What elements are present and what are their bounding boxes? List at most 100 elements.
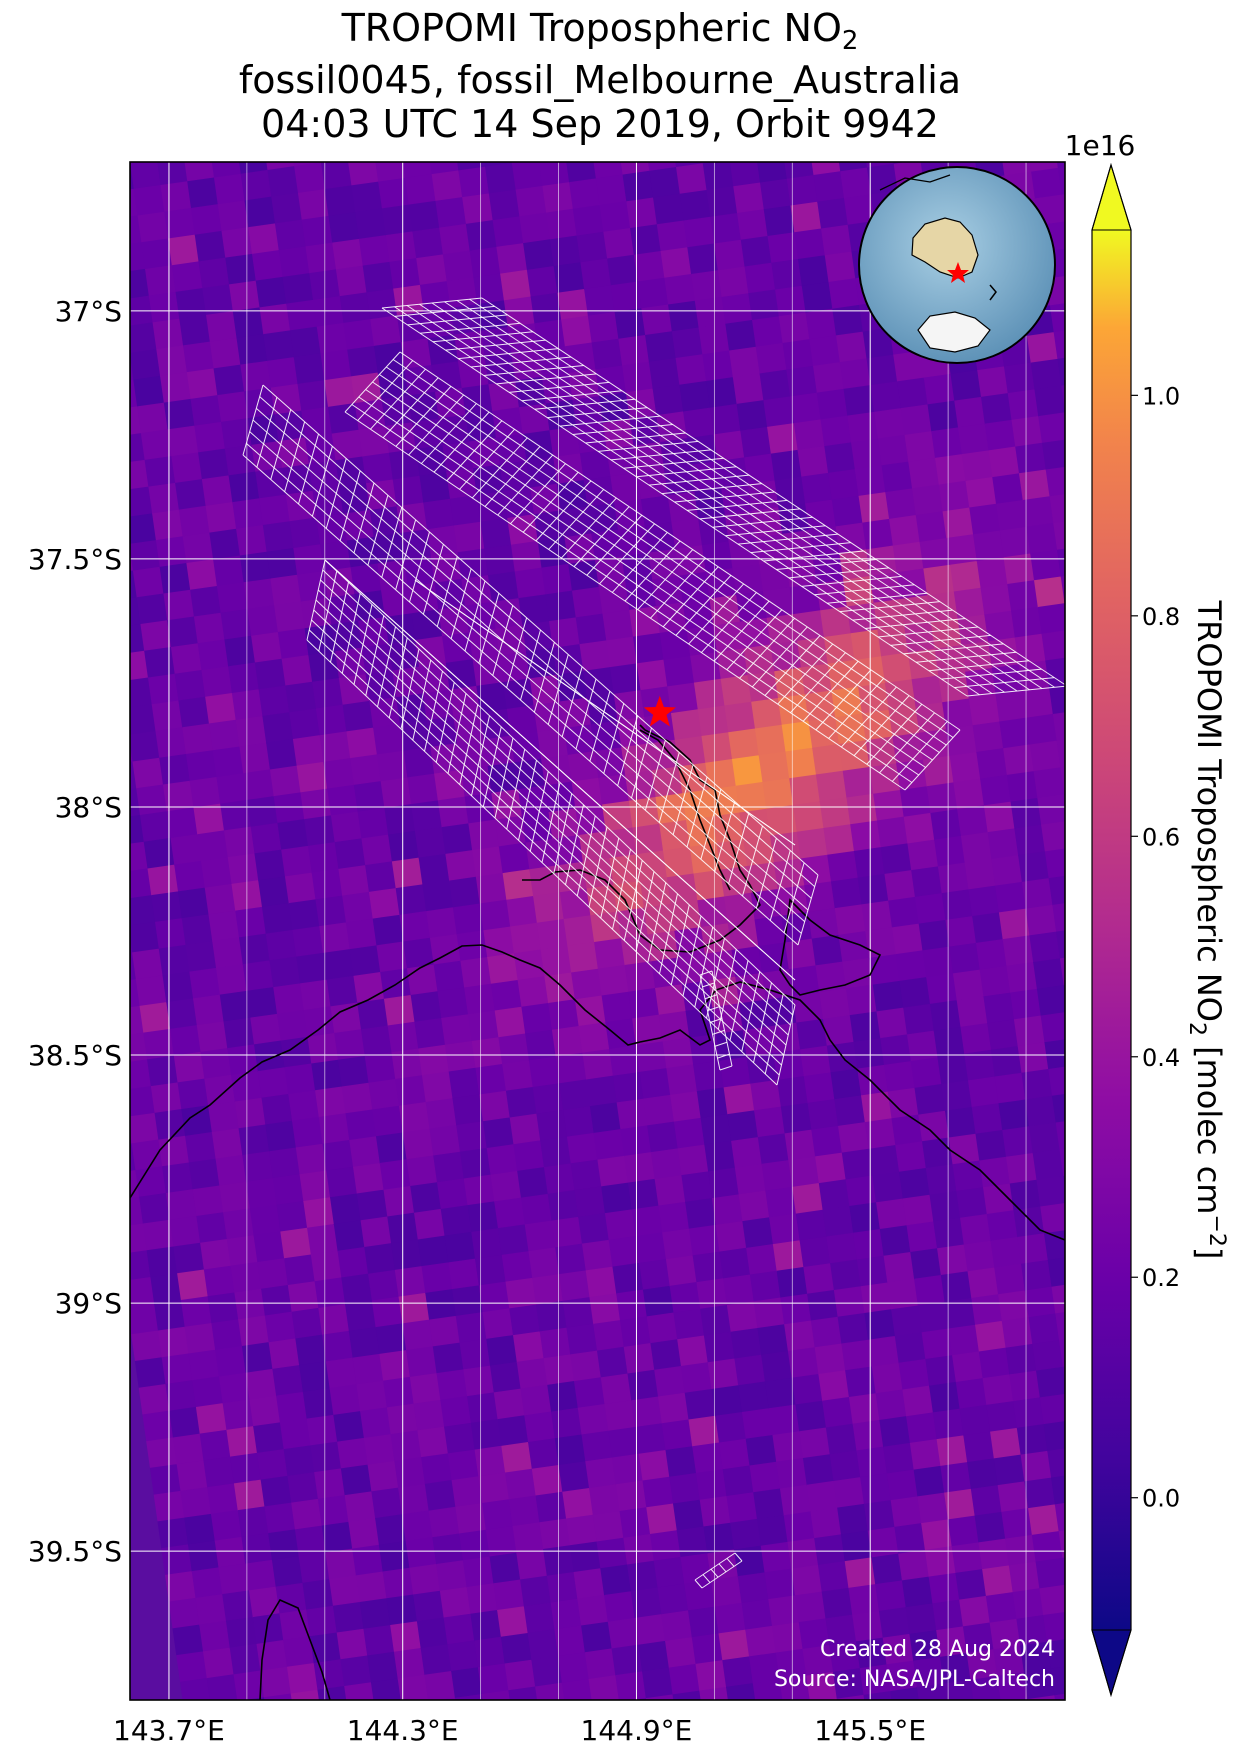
no2-pixel (838, 1121, 870, 1154)
footprint-line (324, 559, 796, 981)
footprint-line (351, 404, 913, 783)
no2-pixel (979, 1156, 1011, 1189)
no2-pixel (467, 1010, 500, 1042)
no2-pixel (130, 162, 162, 190)
no2-pixel (608, 1426, 640, 1459)
no2-pixel (262, 521, 295, 553)
no2-pixel (528, 1438, 560, 1470)
no2-pixel (265, 1120, 297, 1153)
no2-pixel (1031, 167, 1063, 200)
no2-pixel (149, 1464, 182, 1496)
no2-pixel (215, 963, 248, 996)
no2-pixel (290, 1689, 323, 1700)
no2-pixel (784, 1320, 816, 1353)
no2-pixel (518, 785, 550, 817)
no2-pixel (819, 797, 852, 829)
no2-pixel (1026, 331, 1059, 364)
no2-pixel (874, 407, 906, 440)
no2-pixel (476, 491, 509, 523)
no2-pixel (532, 1273, 564, 1306)
no2-pixel (339, 483, 371, 515)
no2-pixel (454, 162, 487, 172)
no2-pixel (329, 1575, 361, 1607)
no2-pixel (152, 509, 184, 542)
no2-pixel (130, 215, 143, 247)
no2-pixel (448, 1258, 480, 1291)
no2-pixel (395, 1075, 427, 1107)
no2-pixel (925, 1164, 958, 1196)
no2-pixel (213, 173, 246, 206)
no2-pixel (130, 539, 161, 572)
no2-pixel (447, 1640, 480, 1672)
no2-pixel (929, 1381, 961, 1414)
no2-pixel (130, 1143, 137, 1175)
no2-pixel (645, 162, 678, 172)
no2-pixel (891, 1305, 923, 1337)
no2-pixel (261, 1284, 293, 1317)
no2-pixel (662, 1037, 695, 1070)
no2-pixel (715, 1220, 748, 1253)
no2-pixel (241, 1724, 273, 1752)
no2-pixel (315, 704, 348, 737)
no2-pixel (191, 1567, 224, 1599)
no2-pixel (921, 1519, 953, 1551)
no2-pixel (782, 339, 815, 371)
no2-pixel (795, 1400, 828, 1433)
footprint-line (372, 381, 933, 761)
no2-pixel (639, 1258, 671, 1291)
no2-pixel (857, 873, 890, 906)
no2-pixel (690, 651, 722, 684)
no2-pixel (573, 1568, 606, 1600)
no2-pixel (679, 380, 711, 413)
no2-pixel (286, 1662, 319, 1695)
no2-pixel (982, 1183, 1015, 1215)
no2-pixel (613, 689, 646, 722)
no2-pixel (287, 1281, 320, 1313)
no2-pixel (609, 1045, 641, 1077)
no2-pixel (952, 1160, 985, 1193)
no2-pixel (1000, 162, 1033, 177)
no2-pixel (734, 1163, 767, 1196)
no2-pixel (792, 801, 825, 833)
no2-pixel (742, 1217, 774, 1249)
colorbar-multiplier: 1e16 (1065, 129, 1136, 162)
no2-pixel (751, 697, 783, 730)
no2-pixel (301, 215, 334, 248)
no2-pixel (535, 1682, 567, 1700)
no2-pixel (623, 1533, 655, 1566)
no2-pixel (302, 1578, 335, 1611)
no2-pixel (861, 900, 894, 933)
no2-pixel (130, 326, 131, 358)
no2-pixel (777, 694, 810, 726)
no2-pixel (727, 1110, 759, 1142)
no2-pixel (942, 507, 975, 540)
no2-pixel (193, 994, 225, 1027)
no2-pixel (524, 1220, 557, 1253)
no2-pixel (710, 1576, 743, 1608)
no2-pixel (640, 877, 672, 909)
no2-pixel (611, 1644, 644, 1677)
no2-pixel (933, 1217, 965, 1250)
no2-pixel (665, 1637, 697, 1669)
no2-pixel (421, 1453, 453, 1485)
no2-pixel (605, 827, 638, 860)
no2-pixel (1045, 656, 1065, 689)
no2-pixel (896, 568, 929, 601)
no2-pixel (526, 647, 558, 680)
no2-pixel (1013, 1206, 1046, 1238)
no2-pixel (635, 1232, 668, 1264)
no2-pixel (877, 434, 910, 467)
no2-pixel (130, 1059, 152, 1091)
no2-pixel (490, 1170, 523, 1203)
no2-pixel (579, 449, 612, 481)
no2-pixel (624, 1152, 656, 1184)
no2-pixel (667, 682, 699, 715)
no2-pixel (441, 1014, 473, 1046)
no2-pixel (917, 1301, 950, 1334)
no2-pixel (819, 988, 851, 1020)
no2-pixel (567, 750, 600, 783)
no2-pixel (552, 643, 585, 676)
no2-pixel (887, 1087, 920, 1120)
no2-pixel (838, 931, 871, 963)
no2-pixel (459, 1338, 492, 1371)
